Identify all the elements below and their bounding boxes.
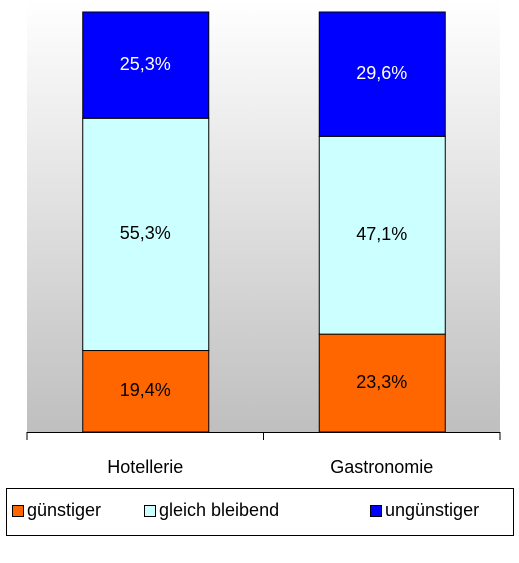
bar-segment — [82, 117, 210, 352]
legend-swatch — [370, 505, 382, 517]
data-label: 25,3% — [120, 54, 171, 74]
bar-segment — [318, 11, 446, 137]
legend-swatch — [144, 505, 156, 517]
data-label: 23,3% — [356, 372, 407, 392]
data-label: 19,4% — [120, 380, 171, 400]
bar-segment — [82, 11, 210, 119]
legend-label: ungünstiger — [385, 500, 479, 520]
legend-swatch — [12, 505, 24, 517]
bar-segment — [318, 333, 446, 433]
x-tick-label: Hotellerie — [107, 457, 183, 477]
data-label: 55,3% — [120, 223, 171, 243]
data-label: 47,1% — [356, 224, 407, 244]
legend-box — [6, 488, 514, 536]
bar-segment — [82, 350, 210, 433]
x-tick-label: Gastronomie — [330, 457, 433, 477]
legend-label: günstiger — [27, 500, 101, 520]
bar-segment — [318, 135, 446, 335]
data-label: 29,6% — [356, 63, 407, 83]
legend-label: gleich bleibend — [159, 500, 279, 520]
